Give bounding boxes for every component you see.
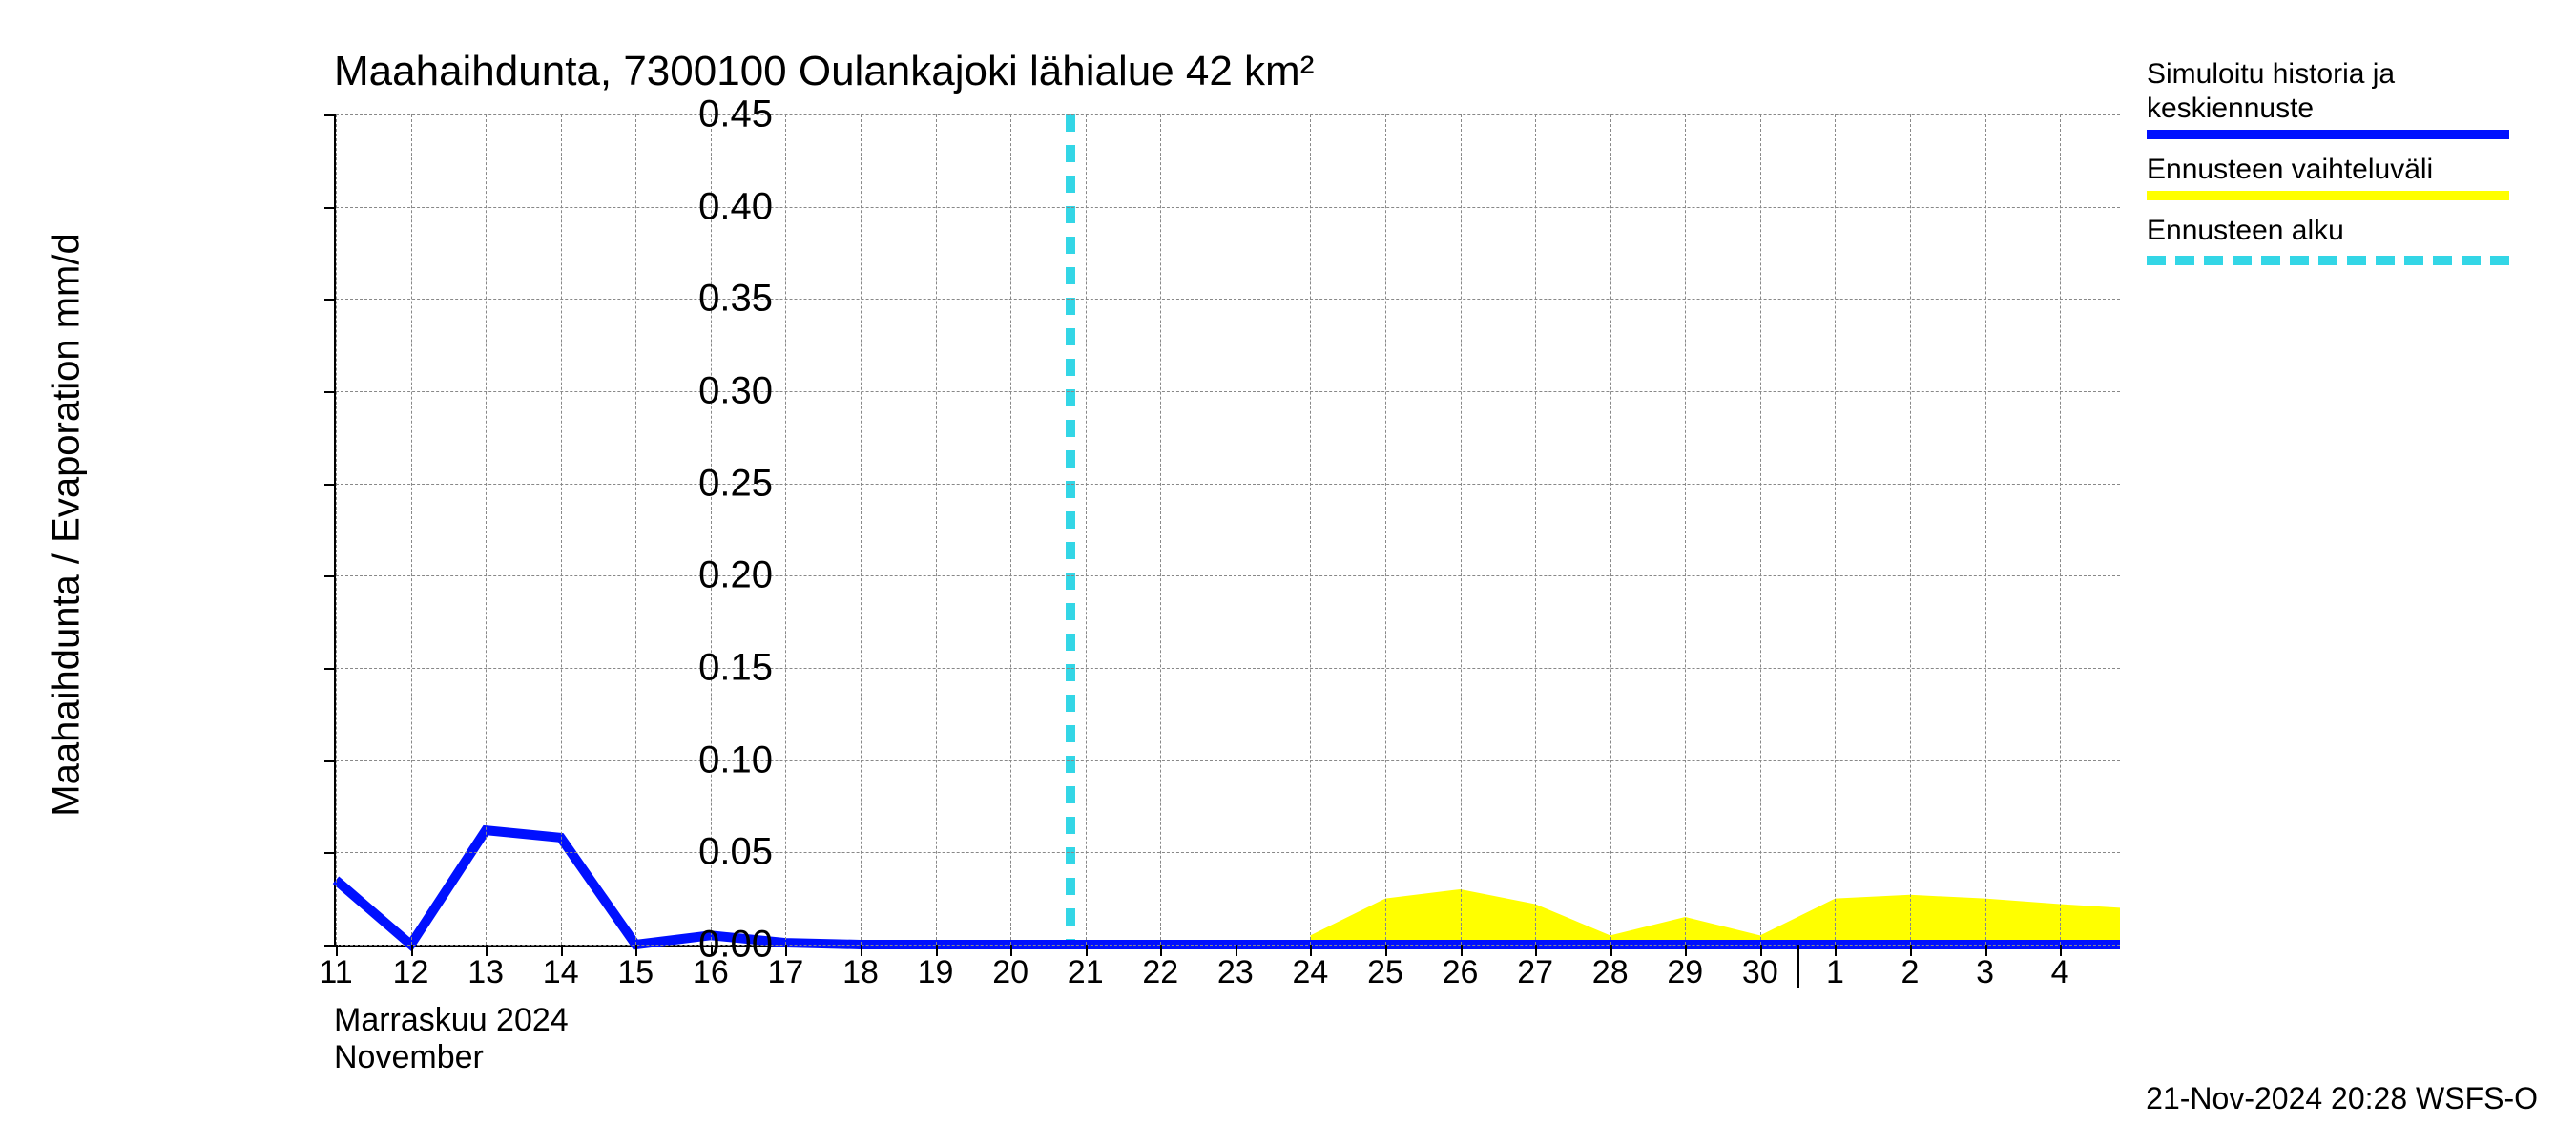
gridline-v <box>1086 114 1087 945</box>
gridline-v <box>1461 114 1462 945</box>
gridline-v <box>486 114 487 945</box>
y-tick <box>324 852 336 854</box>
legend-label: Simuloitu historia ja keskiennuste <box>2147 57 2547 126</box>
y-tick <box>324 668 336 670</box>
y-tick-label: 0.35 <box>658 278 773 321</box>
y-tick <box>324 114 336 116</box>
gridline-v <box>1385 114 1386 945</box>
month-divider <box>1797 945 1799 988</box>
gridline-v <box>2060 114 2061 945</box>
x-tick-label: 14 <box>543 954 579 991</box>
gridline-v <box>1835 114 1836 945</box>
gridline-h <box>336 114 2120 115</box>
legend-item: Simuloitu historia ja keskiennuste <box>2147 57 2547 139</box>
x-tick-label: 18 <box>842 954 879 991</box>
y-tick-label: 0.40 <box>658 185 773 228</box>
x-tick-label: 3 <box>1976 954 1994 991</box>
forecast-range-area <box>1310 889 2120 945</box>
x-tick-label: 22 <box>1142 954 1178 991</box>
legend-item: Ennusteen vaihteluväli <box>2147 153 2547 200</box>
gridline-v <box>1535 114 1536 945</box>
x-tick-label: 2 <box>1901 954 1920 991</box>
gridline-h <box>336 945 2120 946</box>
legend-swatch <box>2147 130 2509 139</box>
gridline-v <box>1985 114 1986 945</box>
x-tick-label: 1 <box>1826 954 1844 991</box>
y-axis-label: Maahaihdunta / Evaporation mm/d <box>46 233 89 816</box>
gridline-v <box>1310 114 1311 945</box>
chart-data-layer <box>336 114 2120 945</box>
y-tick-label: 0.20 <box>658 554 773 597</box>
gridline-v <box>336 114 337 945</box>
gridline-h <box>336 484 2120 485</box>
y-tick <box>324 299 336 301</box>
y-tick-label: 0.10 <box>658 739 773 781</box>
timestamp-label: 21-Nov-2024 20:28 WSFS-O <box>2146 1081 2538 1116</box>
y-tick <box>324 207 336 209</box>
gridline-v <box>711 114 712 945</box>
legend-swatch <box>2147 256 2509 265</box>
gridline-h <box>336 852 2120 853</box>
x-tick-label: 30 <box>1742 954 1778 991</box>
legend-swatch <box>2147 191 2509 200</box>
gridline-v <box>1160 114 1161 945</box>
x-axis-month-labels: Marraskuu 2024 November <box>334 1002 569 1076</box>
legend-label: Ennusteen vaihteluväli <box>2147 153 2547 187</box>
gridline-h <box>336 207 2120 208</box>
x-tick-label: 19 <box>918 954 954 991</box>
x-tick-label: 17 <box>768 954 804 991</box>
x-tick-label: 4 <box>2051 954 2069 991</box>
x-tick-label: 11 <box>319 954 352 991</box>
y-tick <box>324 391 336 393</box>
gridline-v <box>635 114 636 945</box>
gridline-v <box>1685 114 1686 945</box>
x-tick-label: 29 <box>1667 954 1703 991</box>
gridline-v <box>936 114 937 945</box>
y-tick-label: 0.45 <box>658 94 773 136</box>
y-tick <box>324 484 336 486</box>
gridline-h <box>336 299 2120 300</box>
evaporation-chart: Maahaihdunta, 7300100 Oulankajoki lähial… <box>0 0 2576 1145</box>
gridline-v <box>1910 114 1911 945</box>
gridline-v <box>1760 114 1761 945</box>
y-tick-label: 0.05 <box>658 831 773 874</box>
gridline-v <box>861 114 862 945</box>
month-label-fi: Marraskuu 2024 <box>334 1002 569 1039</box>
x-tick-label: 21 <box>1068 954 1104 991</box>
month-label-en: November <box>334 1039 569 1076</box>
x-tick-label: 15 <box>617 954 654 991</box>
gridline-v <box>1010 114 1011 945</box>
gridline-v <box>785 114 786 945</box>
x-tick-label: 27 <box>1517 954 1553 991</box>
y-tick-label: 0.30 <box>658 370 773 413</box>
x-tick-label: 28 <box>1592 954 1629 991</box>
x-tick-label: 13 <box>467 954 504 991</box>
legend-item: Ennusteen alku <box>2147 214 2547 265</box>
gridline-h <box>336 760 2120 761</box>
legend-label: Ennusteen alku <box>2147 214 2547 248</box>
x-tick-label: 20 <box>992 954 1028 991</box>
x-tick-label: 26 <box>1443 954 1479 991</box>
gridline-h <box>336 575 2120 576</box>
chart-title: Maahaihdunta, 7300100 Oulankajoki lähial… <box>334 48 1314 95</box>
gridline-v <box>411 114 412 945</box>
y-tick <box>324 575 336 577</box>
x-tick-label: 12 <box>393 954 429 991</box>
x-tick-label: 24 <box>1293 954 1329 991</box>
plot-area: 1112131415161718192021222324252627282930… <box>334 114 2120 947</box>
gridline-h <box>336 668 2120 669</box>
y-tick <box>324 760 336 762</box>
y-tick-label: 0.25 <box>658 462 773 505</box>
gridline-v <box>561 114 562 945</box>
y-tick-label: 0.15 <box>658 647 773 690</box>
gridline-v <box>1610 114 1611 945</box>
gridline-h <box>336 391 2120 392</box>
x-tick-label: 25 <box>1367 954 1403 991</box>
y-tick-label: 0.00 <box>658 924 773 967</box>
x-tick-label: 23 <box>1217 954 1254 991</box>
y-tick <box>324 945 336 947</box>
legend: Simuloitu historia ja keskiennuste Ennust… <box>2147 57 2547 281</box>
